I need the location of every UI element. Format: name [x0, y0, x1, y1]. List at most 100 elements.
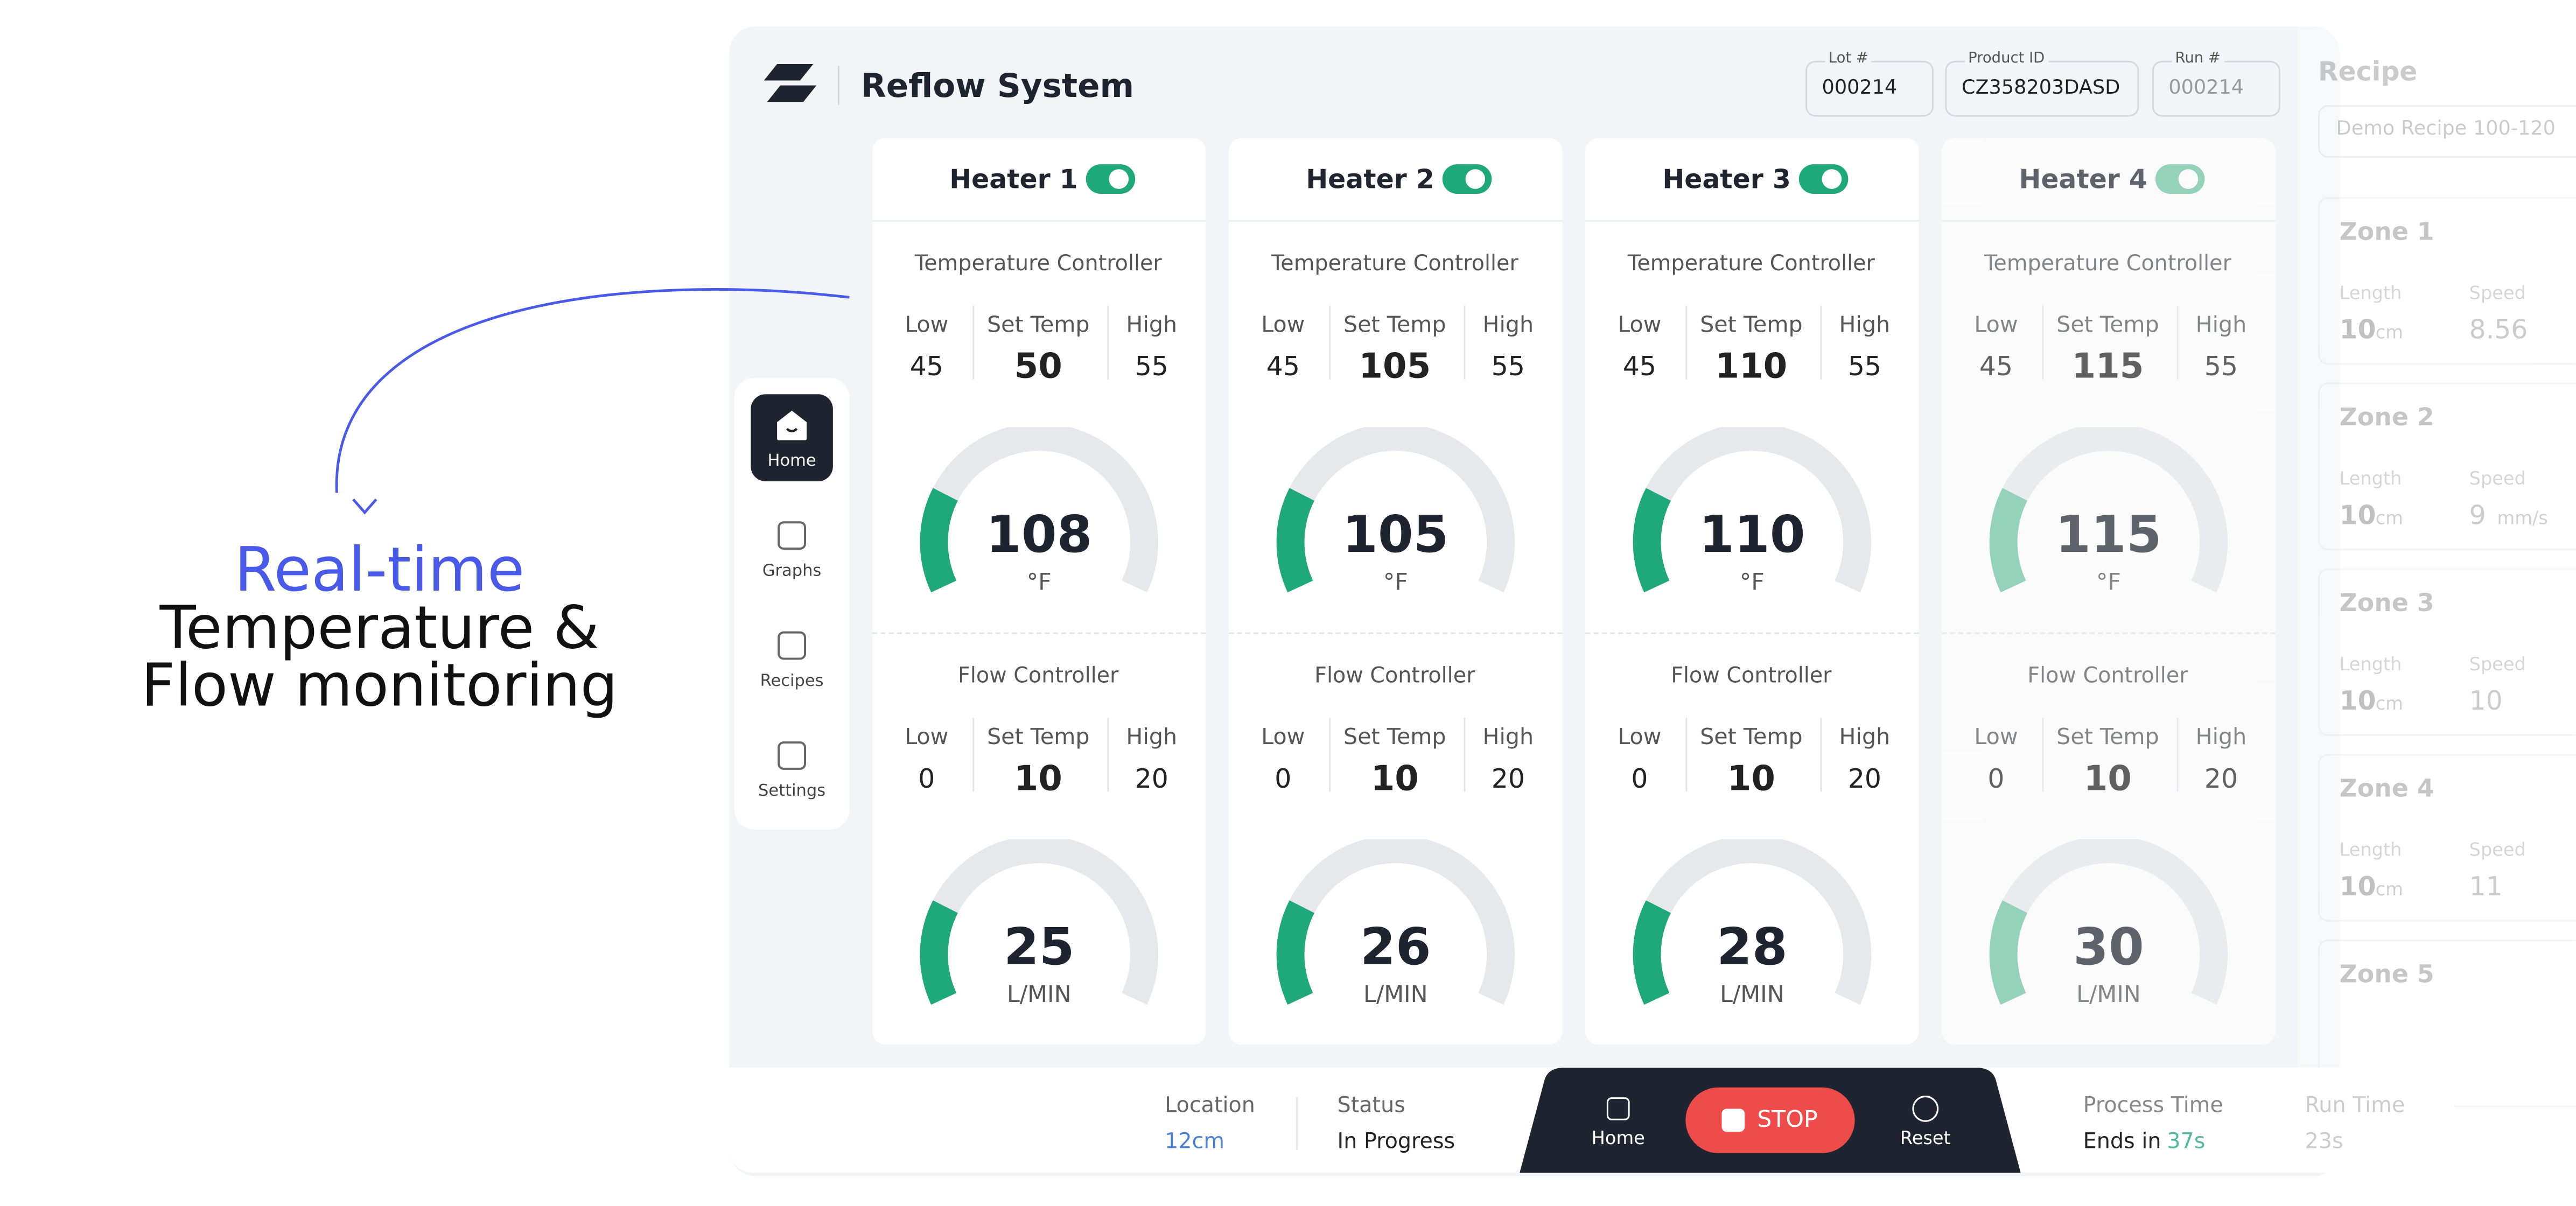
section-divider	[1585, 632, 1919, 634]
field-label: Lot #	[1825, 51, 1872, 68]
field-box	[1945, 60, 2139, 117]
footer-label: Location	[1165, 1093, 1255, 1119]
limit-value: 20	[1135, 763, 1168, 795]
nav-label[interactable]: Graphs	[762, 562, 822, 581]
limit-value: 45	[1979, 350, 2013, 382]
limit-label: Low	[1618, 312, 1662, 339]
limit-label: Set Temp	[1700, 724, 1803, 751]
zone-name: Zone 5	[2339, 959, 2434, 989]
footer-value: 12cm	[1165, 1130, 1225, 1155]
limit-label: Low	[905, 312, 949, 339]
footer-divider	[1296, 1097, 1298, 1150]
controller-title: Flow Controller	[1314, 664, 1475, 689]
toggle-knob	[1822, 169, 1842, 189]
limit-label: Low	[905, 724, 949, 751]
limit-value: 55	[1491, 350, 1525, 382]
dock-label[interactable]: Home	[1591, 1127, 1645, 1149]
controller-title: Temperature Controller	[1984, 252, 2231, 277]
zone-value: 10	[2469, 685, 2503, 717]
limit-value: 115	[2071, 346, 2144, 386]
limit-label: Low	[1974, 312, 2018, 339]
nav-label[interactable]: Recipes	[760, 672, 824, 691]
limit-label: High	[1126, 724, 1178, 751]
gauge-reading: 115	[2055, 506, 2162, 565]
column-divider	[972, 718, 975, 792]
limit-value: 10	[1014, 759, 1062, 798]
zone-label: Length	[2339, 654, 2402, 675]
limit-value: 0	[918, 763, 935, 795]
nav-label[interactable]: Settings	[758, 782, 826, 801]
gauge	[920, 427, 1158, 593]
column-divider	[1464, 718, 1466, 792]
limit-label: High	[2195, 724, 2247, 751]
limit-label: High	[1839, 312, 1891, 339]
footer-value: 23s	[2305, 1130, 2343, 1155]
heater-name: Heater 4	[2019, 163, 2147, 195]
gauge-reading: 110	[1699, 506, 1805, 565]
column-divider	[1464, 305, 1466, 380]
footer-value: In Progress	[1337, 1130, 1455, 1155]
recipe-select[interactable]	[2318, 105, 2576, 158]
limit-value: 55	[1847, 350, 1881, 382]
stop-label[interactable]: STOP	[1757, 1107, 1818, 1134]
limit-label: Set Temp	[2056, 312, 2159, 339]
divider	[838, 66, 840, 106]
stop-button[interactable]	[1685, 1087, 1855, 1153]
limit-value: 20	[1847, 763, 1881, 795]
column-divider	[1685, 718, 1688, 792]
zone-name: Zone 1	[2339, 216, 2434, 247]
controller-title: Flow Controller	[1671, 664, 1832, 689]
column-divider	[1820, 718, 1822, 792]
zone-card[interactable]	[2318, 568, 2576, 736]
limit-label: High	[1482, 312, 1534, 339]
footer-value: 37s	[2167, 1130, 2206, 1155]
column-divider	[2176, 305, 2179, 380]
gauge-unit: °F	[1383, 570, 1408, 597]
card-divider	[1229, 220, 1563, 222]
gauge-reading: 30	[2073, 918, 2144, 978]
gauge-reading: 25	[1003, 918, 1075, 978]
dock-label[interactable]: Reset	[1900, 1127, 1951, 1149]
zone-label: Speed	[2469, 282, 2526, 304]
limit-label: Set Temp	[986, 724, 1090, 751]
nav-label[interactable]: Home	[767, 452, 816, 471]
gauge	[1989, 427, 2228, 593]
gauge	[1276, 839, 1515, 1005]
zone-value: 8.56	[2469, 313, 2528, 345]
dock-icon	[1912, 1096, 1939, 1122]
limit-label: High	[1839, 724, 1891, 751]
heater-name: Heater 1	[949, 163, 1078, 195]
gauge-unit: L/MIN	[2076, 982, 2141, 1009]
app-title: Reflow System	[860, 66, 1135, 106]
zone-name: Zone 4	[2339, 774, 2434, 803]
gauge	[920, 839, 1158, 1005]
zone-card[interactable]	[2318, 382, 2576, 551]
limit-value: 0	[1631, 763, 1648, 795]
zone-label: Length	[2339, 468, 2402, 490]
zone-card[interactable]	[2318, 197, 2576, 365]
column-divider	[1329, 305, 1331, 380]
zone-value: 10	[2339, 313, 2376, 345]
nav-icon	[778, 521, 806, 550]
footer-label: Status	[1337, 1093, 1405, 1119]
nav-icon	[778, 741, 806, 770]
limit-label: Low	[1261, 724, 1305, 751]
gauge	[1633, 427, 1872, 593]
section-divider	[1229, 632, 1563, 634]
heater-card: Heater 4 Temperature Controller Low 45 Set T…	[1942, 138, 2276, 1045]
limit-label: Set Temp	[1343, 724, 1446, 751]
section-divider	[1942, 632, 2276, 634]
limit-label: High	[2195, 312, 2247, 339]
field-value: 000214	[2168, 75, 2244, 99]
controller-title: Flow Controller	[2027, 664, 2188, 689]
gauge	[1633, 839, 1872, 1005]
zone-unit: cm	[2375, 879, 2403, 900]
limit-value: 0	[1275, 763, 1292, 795]
zone-value: 10	[2339, 499, 2376, 531]
nav-icon	[778, 631, 806, 660]
limit-value: 50	[1014, 346, 1062, 386]
recipe-title: Recipe	[2318, 55, 2418, 87]
limit-label: Low	[1974, 724, 2018, 751]
zone-card[interactable]	[2318, 754, 2576, 922]
